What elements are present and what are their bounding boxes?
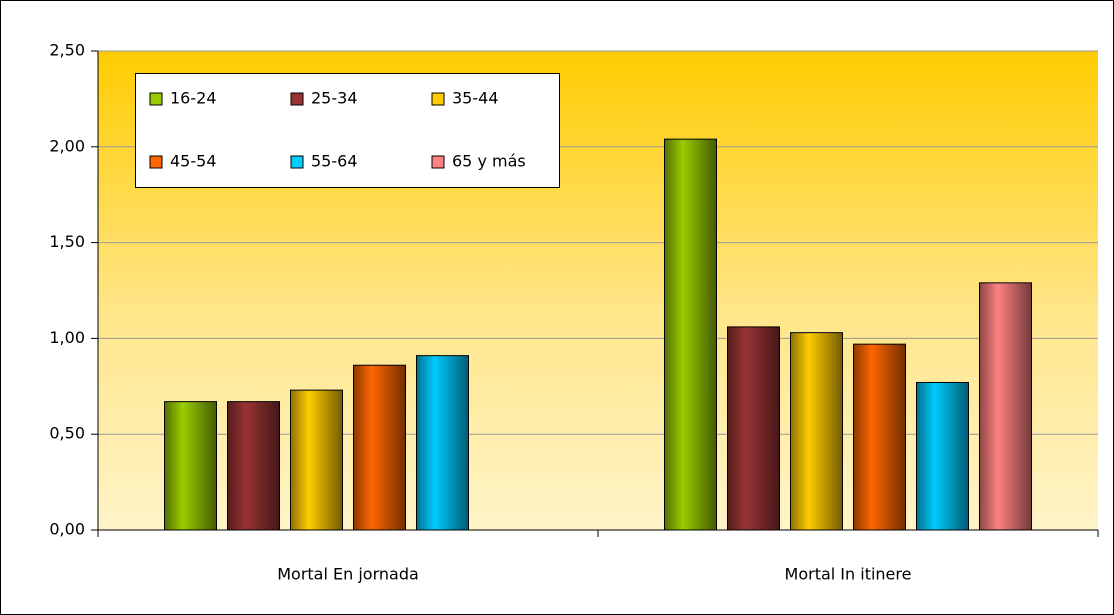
y-tick-label: 2,50 <box>49 41 85 60</box>
legend-label: 65 y más <box>452 152 526 171</box>
legend-label: 45-54 <box>170 152 217 171</box>
legend-label: 55-64 <box>311 152 358 171</box>
legend-swatch <box>149 92 163 106</box>
bar <box>979 282 1032 531</box>
bar <box>353 364 406 531</box>
legend-label: 25-34 <box>311 89 358 108</box>
x-tick-label: Mortal In itinere <box>785 565 912 584</box>
y-tick-label: 2,00 <box>49 136 85 155</box>
y-tick-label: 0,00 <box>49 520 85 539</box>
x-tick-label: Mortal En jornada <box>277 565 419 584</box>
legend-swatch <box>290 155 304 169</box>
y-tick-label: 1,00 <box>49 328 85 347</box>
bar <box>853 343 906 531</box>
bar <box>916 381 969 531</box>
legend-label: 35-44 <box>452 89 499 108</box>
bar <box>164 401 217 531</box>
bar <box>664 138 717 531</box>
bar <box>416 355 469 531</box>
legend-label: 16-24 <box>170 89 217 108</box>
bar <box>290 389 343 531</box>
legend-box <box>135 73 560 188</box>
y-tick-label: 0,50 <box>49 424 85 443</box>
legend-swatch <box>290 92 304 106</box>
y-tick-label: 1,50 <box>49 232 85 251</box>
legend-swatch <box>149 155 163 169</box>
legend-swatch <box>431 155 445 169</box>
bar <box>227 401 280 531</box>
bar <box>727 326 780 531</box>
legend-swatch <box>431 92 445 106</box>
bar <box>790 332 843 531</box>
